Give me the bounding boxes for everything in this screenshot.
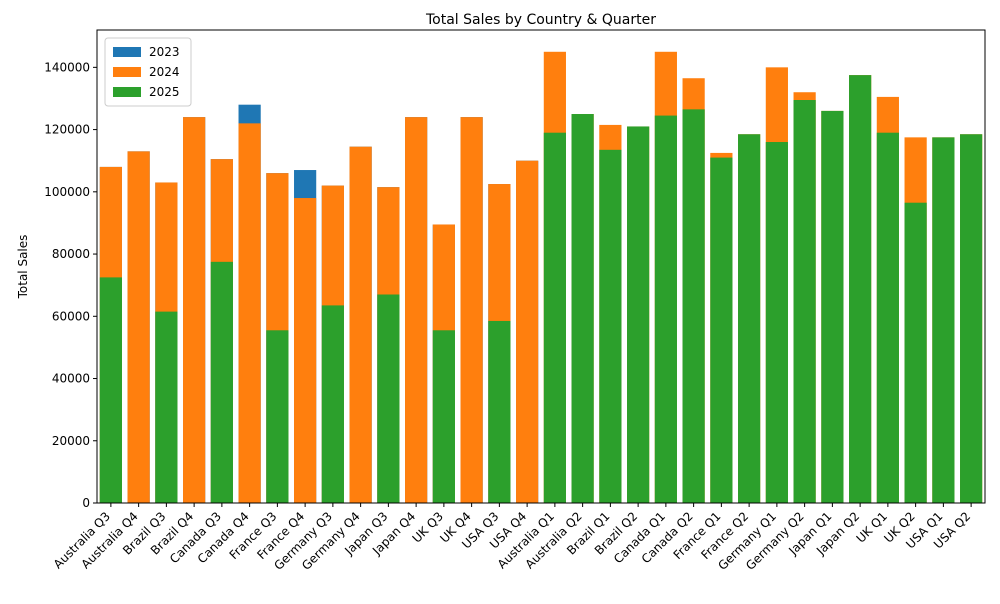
legend-swatch-2025: [113, 87, 141, 97]
bar-2025-14: [488, 320, 511, 503]
bar-2025-0: [99, 277, 122, 503]
bar-2025-10: [377, 294, 400, 503]
bar-2025-27: [849, 75, 872, 504]
bar-2025-6: [266, 330, 289, 503]
bar-2025-17: [571, 114, 594, 503]
legend-label-2024: 2024: [149, 65, 180, 79]
y-tick-label: 0: [82, 496, 90, 510]
bar-2025-26: [821, 110, 844, 503]
bar-2025-2: [155, 311, 178, 503]
bar-2025-20: [654, 115, 677, 504]
bar-2025-29: [904, 202, 927, 504]
chart-title: Total Sales by Country & Quarter: [425, 12, 656, 28]
bar-2025-8: [321, 305, 344, 503]
bar-2024-15: [516, 160, 539, 503]
bar-2025-30: [932, 137, 955, 503]
y-tick-label: 60000: [52, 309, 90, 323]
bar-2025-31: [960, 134, 983, 503]
bar-2025-16: [543, 132, 566, 503]
bar-2025-23: [738, 134, 761, 503]
bar-2025-4: [210, 261, 233, 503]
bar-2025-25: [793, 100, 816, 503]
bar-2025-21: [682, 109, 705, 503]
bars-layer: [99, 51, 983, 504]
y-tick-label: 80000: [52, 247, 90, 261]
legend-swatch-2023: [113, 47, 141, 57]
legend: 2023 2024 2025: [104, 37, 192, 107]
bar-2024-9: [349, 146, 372, 503]
y-tick-label: 120000: [44, 123, 90, 137]
bar-2025-24: [765, 142, 788, 504]
bar-2024-13: [460, 117, 483, 503]
plot-frame: [96, 29, 986, 504]
y-tick-label: 140000: [44, 60, 90, 74]
legend-label-2025: 2025: [149, 85, 180, 99]
bar-2025-18: [599, 149, 622, 504]
bar-2025-12: [432, 330, 455, 503]
y-tick-label: 100000: [44, 185, 90, 199]
y-tick-label: 20000: [52, 434, 90, 448]
y-tick-label: 40000: [52, 372, 90, 386]
legend-label-2023: 2023: [149, 45, 180, 59]
bar-2024-11: [405, 117, 428, 503]
bar-2025-28: [876, 132, 899, 503]
y-axis: 0 20000 40000 60000 80000 100000 120000 140000: [44, 60, 97, 510]
y-axis-label: Total Sales: [16, 235, 30, 300]
bar-2024-1: [127, 151, 150, 503]
legend-swatch-2024: [113, 67, 141, 77]
bar-2024-3: [183, 117, 206, 503]
bar-2025-22: [710, 157, 733, 504]
bar-2024-7: [294, 198, 317, 503]
bar-2025-19: [627, 126, 650, 503]
bar-2024-5: [238, 123, 261, 504]
